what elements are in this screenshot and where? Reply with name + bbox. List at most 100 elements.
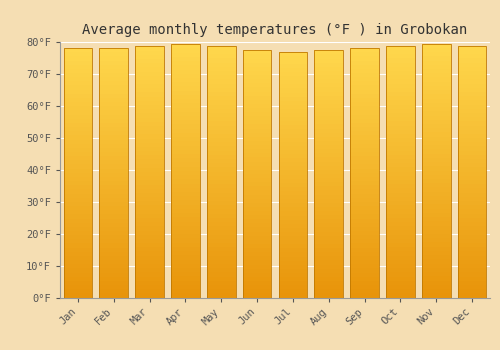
Bar xyxy=(100,123,128,127)
Bar xyxy=(100,198,128,202)
Bar xyxy=(100,144,128,148)
Bar xyxy=(314,128,343,133)
Bar xyxy=(386,268,414,272)
Bar xyxy=(458,205,486,209)
Bar xyxy=(171,129,200,133)
Bar xyxy=(278,187,307,191)
Bar xyxy=(422,243,450,247)
Bar xyxy=(314,289,343,293)
Bar xyxy=(171,234,200,238)
Bar xyxy=(100,119,128,123)
Bar xyxy=(422,69,450,73)
Bar xyxy=(100,185,128,189)
Bar xyxy=(100,52,128,56)
Bar xyxy=(422,128,450,132)
Bar xyxy=(242,178,272,182)
Bar xyxy=(207,264,236,268)
Bar xyxy=(386,281,414,285)
Bar xyxy=(135,88,164,92)
Bar xyxy=(171,243,200,247)
Bar xyxy=(207,138,236,142)
Bar xyxy=(458,146,486,151)
Bar xyxy=(278,146,307,150)
Bar xyxy=(350,56,379,61)
Bar xyxy=(422,136,450,141)
Bar xyxy=(135,272,164,276)
Bar xyxy=(171,226,200,230)
Bar xyxy=(171,99,200,103)
Bar xyxy=(386,46,414,50)
Bar xyxy=(422,65,450,69)
Bar xyxy=(135,118,164,122)
Bar xyxy=(386,276,414,281)
Bar xyxy=(242,133,272,137)
Bar xyxy=(207,197,236,201)
Bar xyxy=(242,58,272,63)
Bar xyxy=(350,268,379,273)
Bar xyxy=(350,235,379,239)
Bar xyxy=(314,149,343,153)
Bar xyxy=(386,180,414,184)
Bar xyxy=(278,162,307,166)
Bar xyxy=(278,211,307,216)
Bar xyxy=(350,289,379,293)
Bar xyxy=(314,120,343,125)
Bar xyxy=(314,158,343,162)
Bar xyxy=(135,293,164,298)
Bar xyxy=(278,60,307,64)
Bar xyxy=(242,236,272,240)
Bar xyxy=(458,197,486,201)
Bar xyxy=(350,127,379,131)
Bar xyxy=(314,100,343,104)
Bar xyxy=(207,50,236,54)
Bar xyxy=(171,44,200,48)
Bar xyxy=(350,123,379,127)
Bar xyxy=(100,65,128,69)
Bar xyxy=(350,140,379,144)
Bar xyxy=(100,69,128,73)
Bar xyxy=(314,236,343,240)
Bar xyxy=(171,44,200,298)
Bar xyxy=(422,77,450,82)
Bar xyxy=(207,268,236,272)
Bar xyxy=(135,67,164,71)
Bar xyxy=(278,84,307,89)
Bar xyxy=(458,67,486,71)
Bar xyxy=(278,199,307,203)
Bar xyxy=(207,67,236,71)
Bar xyxy=(135,210,164,214)
Bar xyxy=(64,56,92,61)
Bar xyxy=(422,179,450,183)
Bar xyxy=(207,205,236,209)
Bar xyxy=(100,243,128,247)
Bar xyxy=(458,247,486,251)
Bar xyxy=(350,223,379,227)
Bar xyxy=(135,151,164,155)
Bar xyxy=(350,85,379,90)
Bar xyxy=(242,120,272,125)
Bar xyxy=(458,50,486,54)
Bar xyxy=(386,214,414,218)
Bar xyxy=(242,289,272,293)
Bar xyxy=(422,213,450,217)
Bar xyxy=(350,90,379,94)
Bar xyxy=(314,141,343,145)
Bar xyxy=(100,102,128,106)
Bar xyxy=(350,148,379,152)
Bar xyxy=(278,154,307,158)
Bar xyxy=(458,167,486,172)
Bar xyxy=(64,231,92,235)
Bar xyxy=(64,206,92,210)
Bar xyxy=(350,189,379,194)
Bar xyxy=(207,63,236,67)
Bar xyxy=(386,209,414,214)
Bar xyxy=(386,247,414,251)
Bar xyxy=(135,193,164,197)
Bar xyxy=(350,119,379,123)
Bar xyxy=(386,138,414,142)
Bar xyxy=(458,142,486,147)
Bar xyxy=(314,83,343,88)
Bar xyxy=(386,113,414,117)
Bar xyxy=(458,130,486,134)
Bar xyxy=(100,202,128,206)
